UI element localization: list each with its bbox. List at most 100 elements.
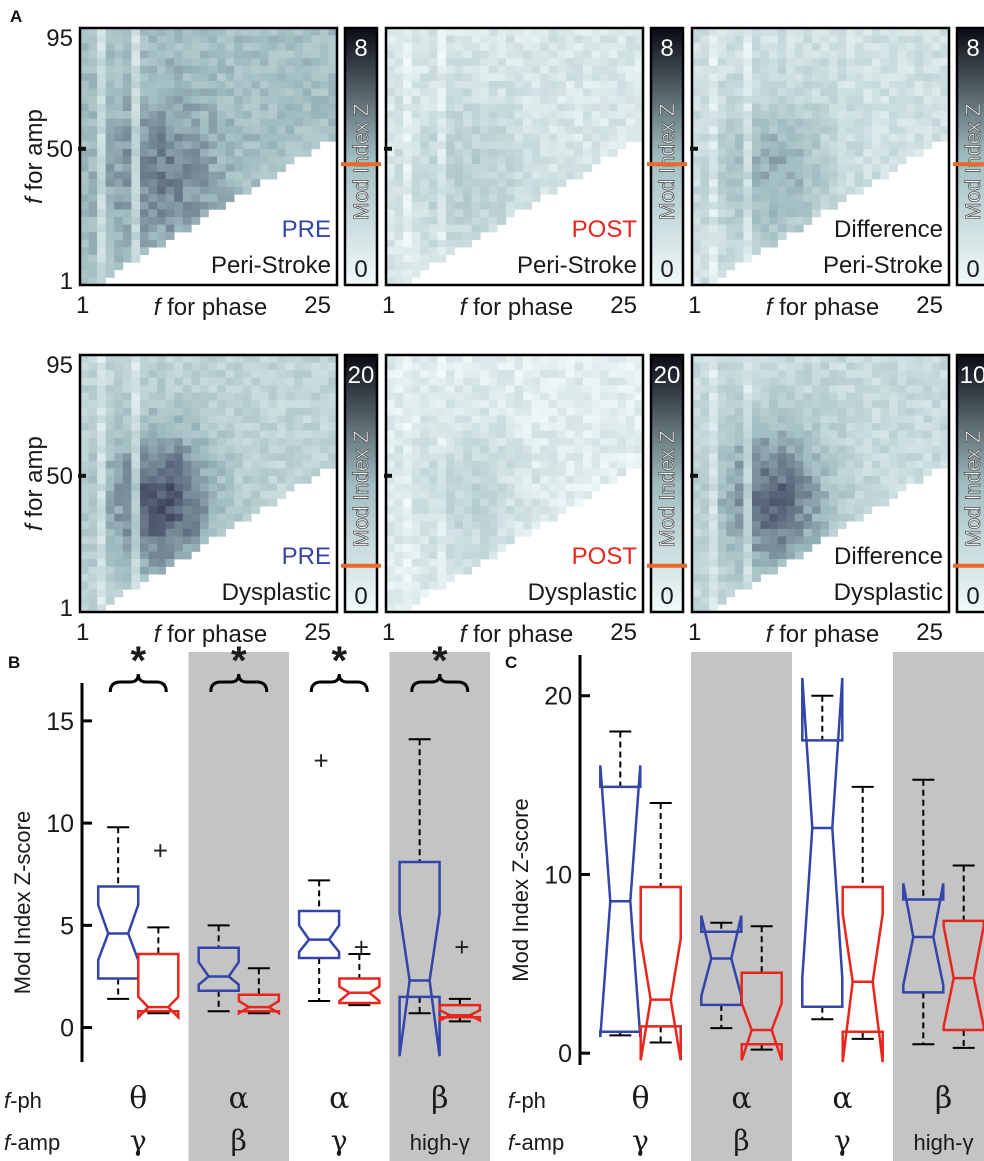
heatmap-cell	[531, 28, 541, 36]
heatmap-cell	[445, 103, 455, 112]
heatmap-cell	[692, 201, 701, 210]
heatmap-cell	[734, 35, 744, 44]
heatmap-cell	[880, 96, 890, 104]
heatmap-cell	[437, 216, 447, 225]
heatmap-cell	[122, 385, 132, 394]
heatmap-cell	[777, 392, 787, 401]
heatmap-cell	[931, 80, 941, 89]
heatmap-cell	[786, 103, 796, 112]
heatmap-cell	[700, 224, 710, 233]
heatmap-cell	[105, 370, 115, 378]
heatmap-cell	[165, 438, 175, 447]
heatmap-cell	[386, 35, 395, 44]
heatmap-cell	[617, 35, 627, 44]
heatmap-cell	[471, 528, 481, 537]
heatmap-cell	[803, 355, 813, 363]
heatmap-cell	[294, 385, 304, 394]
heatmap-cell	[403, 415, 412, 424]
heatmap-cell	[386, 430, 395, 439]
heatmap-cell	[700, 589, 710, 598]
heatmap-cell	[906, 65, 916, 74]
heatmap-cell	[411, 559, 421, 567]
heatmap-cell	[139, 65, 149, 74]
heatmap-cell	[786, 377, 796, 386]
heatmap-cell	[700, 201, 710, 210]
heatmap-cell	[122, 216, 132, 225]
heatmap-cell	[514, 528, 524, 537]
heatmap-cell	[386, 415, 395, 424]
heatmap-cell	[726, 430, 736, 439]
heatmap-cell	[854, 370, 864, 378]
heatmap-cell	[743, 88, 753, 97]
heatmap-cell	[122, 574, 132, 583]
heatmap-cell	[880, 453, 890, 462]
heatmap-cell	[743, 118, 753, 127]
heatmap-cell	[463, 543, 472, 552]
heatmap-cell	[80, 88, 89, 97]
heatmap-cell	[488, 438, 498, 447]
heatmap-cell	[294, 392, 304, 401]
heatmap-cell	[174, 513, 184, 522]
heatmap-cell	[897, 156, 907, 165]
heatmap-cell	[777, 216, 787, 225]
heatmap-cell	[829, 498, 838, 507]
heatmap-cell	[786, 186, 796, 195]
heatmap-cell	[411, 460, 421, 469]
heatmap-cell	[114, 392, 124, 401]
heatmap-cell	[259, 415, 269, 424]
heatmap-cell	[846, 164, 856, 172]
heatmap-cell	[131, 574, 141, 583]
heatmap-cell	[259, 370, 269, 378]
heatmap-cell	[437, 96, 447, 104]
heatmap-cell	[191, 445, 201, 454]
heatmap-cell	[751, 179, 761, 188]
heatmap-cell	[897, 370, 907, 378]
heatmap-cell	[277, 453, 286, 462]
heatmap-cell	[940, 80, 950, 89]
heatmap-cell	[726, 551, 736, 560]
heatmap-cell	[191, 194, 201, 203]
heatmap-cell	[760, 65, 770, 74]
heatmap-cell	[488, 377, 498, 386]
heatmap-cell	[488, 423, 498, 431]
heatmap-cell	[548, 28, 558, 36]
heatmap-cell	[199, 156, 209, 165]
heatmap-cell	[114, 126, 124, 135]
heatmap-cell	[863, 483, 873, 492]
heatmap-cell	[940, 103, 950, 112]
heatmap-cell	[217, 460, 226, 469]
heatmap-cell	[386, 232, 395, 240]
heatmap-cell	[760, 430, 770, 439]
heatmap-cell	[837, 438, 847, 447]
heatmap-cell	[394, 239, 404, 248]
heatmap-cell	[523, 453, 532, 462]
heatmap-cell	[751, 164, 761, 172]
row-label-ph: f-ph	[4, 1088, 42, 1113]
box-post: +	[137, 836, 180, 1021]
heatmap-cell	[105, 445, 115, 454]
heatmap-cell	[523, 28, 532, 36]
heatmap-cell	[608, 65, 618, 74]
heatmap-cell	[803, 80, 813, 89]
heatmap-cell	[820, 73, 830, 82]
heatmap-cell	[319, 460, 329, 469]
heatmap-cell	[251, 407, 261, 416]
heatmap-cell	[114, 355, 124, 363]
heatmap-cell	[743, 103, 753, 112]
y-axis-label-f: f	[21, 195, 48, 204]
heatmap-cell	[88, 156, 98, 165]
heatmap-cell	[743, 186, 753, 195]
heatmap-cell	[480, 362, 490, 371]
heatmap-cell	[540, 498, 550, 507]
heatmap-cell	[122, 559, 132, 567]
heatmap-cell	[709, 468, 718, 477]
heatmap-cell	[634, 58, 644, 67]
heatmap-cell	[234, 35, 244, 44]
heatmap-cell	[182, 385, 192, 394]
heatmap-cell	[548, 445, 558, 454]
heatmap-cell	[285, 400, 295, 409]
heatmap-cell	[820, 513, 830, 522]
heatmap-cell	[319, 43, 329, 51]
heatmap-cell	[157, 194, 166, 203]
heatmap-cell	[931, 423, 941, 431]
